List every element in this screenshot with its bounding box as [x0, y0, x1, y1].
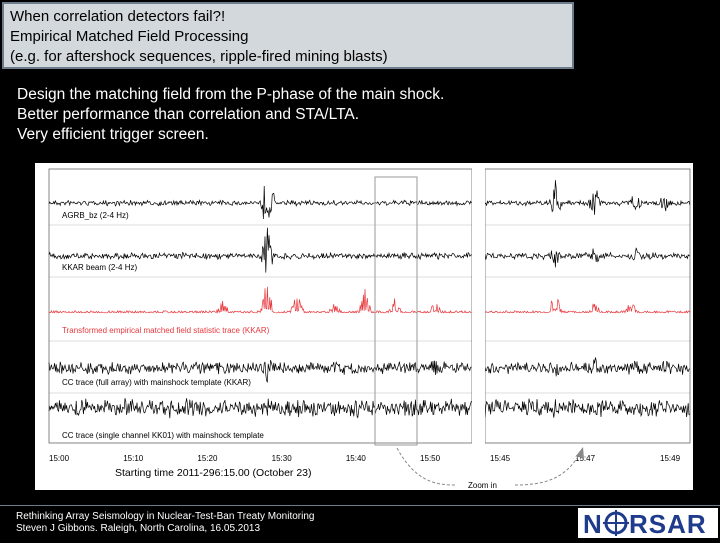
- trace-label-2: KKAR beam (2-4 Hz): [62, 263, 137, 272]
- seismogram-figure: AGRB_bz (2-4 Hz) KKAR beam (2-4 Hz) Tran…: [35, 163, 693, 490]
- right-tick-label: 15:47: [575, 454, 596, 463]
- left-tick-label: 15:40: [346, 454, 367, 463]
- waveform-trace-4-zoom: [484, 357, 691, 377]
- waveform-trace-2: [48, 227, 472, 273]
- waveform-trace-4: [48, 360, 472, 383]
- footer-line-1: Rethinking Array Seismology in Nuclear-T…: [16, 511, 315, 522]
- trace-label-1: AGRB_bz (2-4 Hz): [62, 211, 129, 220]
- waveform-trace-3: [48, 286, 472, 314]
- trace-label-4: CC trace (full array) with mainshock tem…: [62, 378, 251, 387]
- waveform-trace-5-zoom: [484, 398, 690, 418]
- bullet-2: Better performance than correlation and …: [17, 106, 360, 123]
- left-tick-label: 15:30: [272, 454, 293, 463]
- norsar-logo: N RSAR: [578, 508, 718, 539]
- waveform-trace-2-zoom: [484, 247, 690, 268]
- footer-divider: [0, 505, 720, 506]
- waveform-trace-3-zoom: [484, 298, 691, 314]
- norsar-logo-graphic: N RSAR: [583, 509, 707, 539]
- bullet-1: Design the matching field from the P-pha…: [17, 86, 445, 103]
- left-tick-label: 15:50: [420, 454, 441, 463]
- trace-label-3: Transformed empirical matched field stat…: [62, 326, 270, 335]
- zoom-arrow-left: [396, 447, 456, 486]
- seismogram-plot: AGRB_bz (2-4 Hz) KKAR beam (2-4 Hz) Tran…: [48, 163, 691, 490]
- svg-text:RSAR: RSAR: [629, 509, 707, 538]
- zoom-in-label: Zoom in: [468, 481, 497, 490]
- title-box: When correlation detectors fail?! Empiri…: [2, 2, 574, 69]
- footer: Rethinking Array Seismology in Nuclear-T…: [16, 511, 314, 535]
- zoom-window-box: [374, 176, 418, 446]
- right-tick-label: 15:45: [490, 454, 511, 463]
- bullet-list: Design the matching field from the P-pha…: [17, 85, 444, 145]
- trace-label-5: CC trace (single channel KK01) with main…: [62, 431, 264, 440]
- left-tick-label: 15:00: [49, 454, 70, 463]
- left-tick-label: 15:10: [123, 454, 144, 463]
- zoom-arrow-right: [514, 452, 581, 486]
- bullet-3: Very efficient trigger screen.: [17, 126, 209, 143]
- left-tick-label: 15:20: [197, 454, 218, 463]
- footer-line-2: Steven J Gibbons. Raleigh, North Carolin…: [16, 523, 261, 534]
- svg-text:N: N: [583, 509, 603, 538]
- title-line-2: Empirical Matched Field Processing: [10, 28, 249, 45]
- waveform-trace-1: [48, 185, 472, 220]
- compass-icon: [603, 510, 629, 536]
- starting-time-label: Starting time 2011-296:15.00 (October 23…: [115, 467, 312, 479]
- panel-divider: [472, 163, 485, 490]
- zoom-arrow-head: [576, 447, 584, 459]
- waveform-trace-5: [48, 398, 472, 419]
- title-line-3: (e.g. for aftershock sequences, ripple-f…: [10, 48, 388, 65]
- right-tick-label: 15:49: [660, 454, 681, 463]
- title-line-1: When correlation detectors fail?!: [10, 8, 226, 25]
- waveform-trace-1-zoom: [484, 180, 691, 215]
